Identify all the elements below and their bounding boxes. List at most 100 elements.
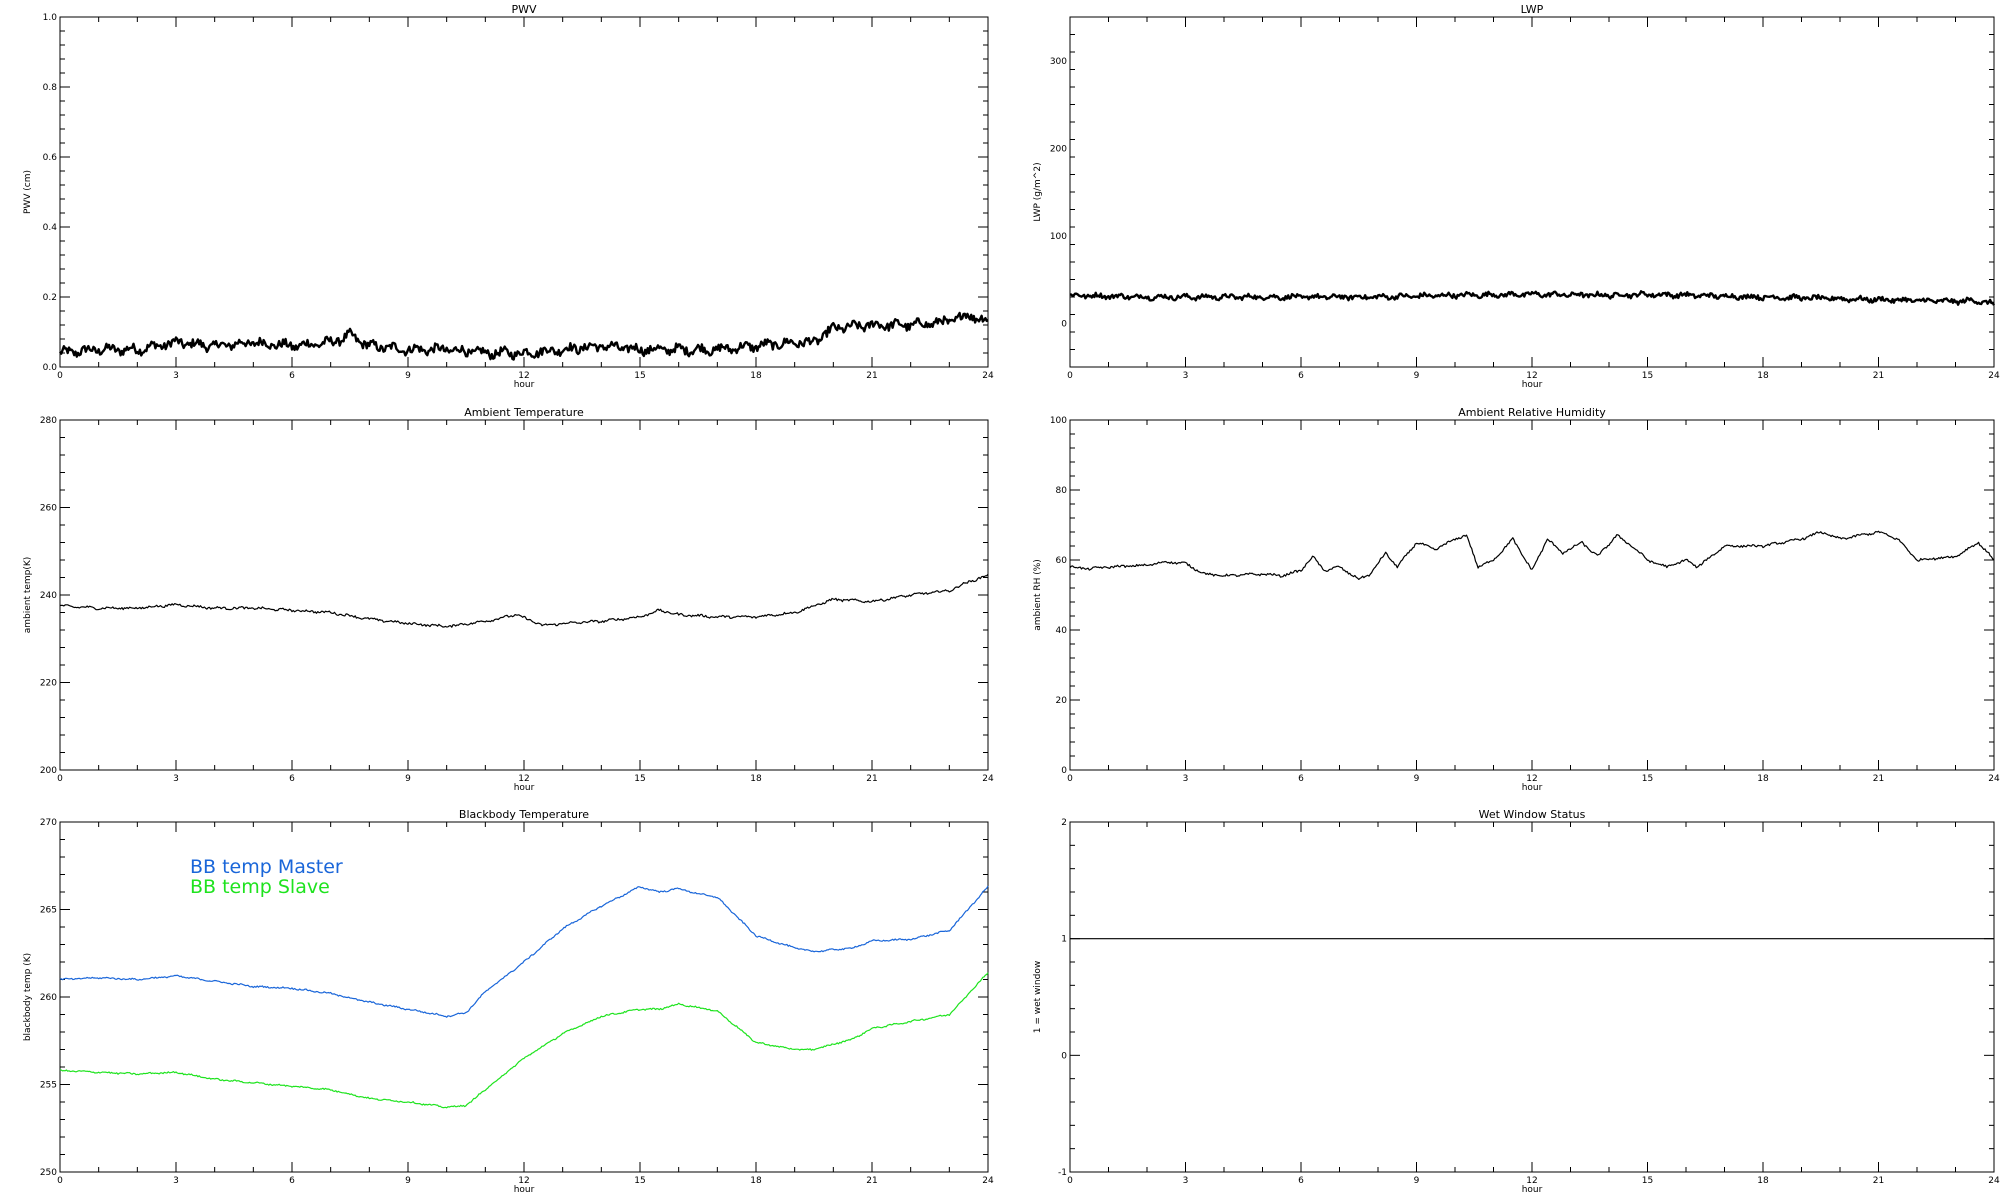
lwp-chart: LWP 0 3 6 9 12 15 18 21 24 hour 0 100 200 300 LWP (g/m^…: [1033, 3, 2000, 390]
lwp-x-tick-label: 15: [1642, 371, 1653, 381]
blackbody-temperature-series-line-bb-temp-master: [59, 885, 989, 1018]
lwp-series-line: [1069, 290, 1996, 306]
wet-window-status-x-tick-label: 21: [1873, 1176, 1884, 1186]
wet-window-status-y-tick-label: 0: [1061, 1051, 1067, 1061]
pwv-y-tick-label: 0.6: [43, 153, 58, 163]
lwp-x-tick-label: 3: [1183, 371, 1189, 381]
lwp-y-tick-label: 200: [1050, 144, 1067, 154]
ambient-relative-humidity-y-tick-label: 20: [1056, 696, 1068, 706]
ambient-temperature-y-tick-label: 200: [40, 766, 57, 776]
lwp-x-tick-label: 9: [1414, 371, 1420, 381]
ambient-temperature-series-line: [59, 573, 989, 628]
pwv-series-line: [59, 311, 989, 361]
ambient-relative-humidity-x-tick-label: 15: [1642, 774, 1653, 784]
wet-window-status-x-tick-label: 18: [1757, 1176, 1769, 1186]
ambient-relative-humidity-y-tick-label: 100: [1050, 416, 1067, 426]
ambient-relative-humidity-y-axis-label: ambient RH (%): [1033, 559, 1043, 631]
pwv-x-tick-label: 24: [982, 371, 994, 381]
ambient-temperature-y-tick-label: 280: [40, 416, 57, 426]
ambient-relative-humidity-chart: Ambient Relative Humidity 0 3 6 9 12 15 18 21 24 h…: [1033, 406, 2000, 793]
blackbody-temperature-x-tick-label: 15: [634, 1176, 645, 1186]
wet-window-status-x-axis-label: hour: [1522, 1185, 1543, 1195]
ambient-relative-humidity-title: Ambient Relative Humidity: [1458, 406, 1606, 419]
pwv-x-tick-label: 18: [750, 371, 762, 381]
wet-window-status-x-tick-label: 24: [1988, 1176, 2000, 1186]
ambient-relative-humidity-y-tick-label: 80: [1056, 486, 1068, 496]
lwp-title: LWP: [1521, 3, 1544, 16]
blackbody-temperature-x-axis-label: hour: [514, 1185, 535, 1195]
wet-window-status-y-tick-label: 2: [1061, 818, 1067, 828]
pwv-y-tick-label: 0.0: [43, 363, 58, 373]
ambient-temperature-x-tick-label: 6: [289, 774, 295, 784]
legend-bb-temp-master: BB temp Master: [190, 856, 343, 878]
ambient-temperature-plot-frame: [59, 419, 989, 771]
wet-window-status-plot-frame: [1069, 821, 1995, 1173]
pwv-y-axis-label: PWV (cm): [23, 170, 33, 214]
legend-bb-temp-slave: BB temp Slave: [190, 876, 330, 898]
pwv-plot-frame: [59, 16, 989, 368]
pwv-y-tick-label: 0.4: [43, 223, 58, 233]
ambient-temperature-x-tick-label: 3: [173, 774, 179, 784]
pwv-x-tick-label: 9: [405, 371, 411, 381]
wet-window-status-x-tick-label: 0: [1067, 1176, 1073, 1186]
ambient-relative-humidity-x-tick-label: 18: [1757, 774, 1769, 784]
pwv-x-tick-label: 0: [57, 371, 63, 381]
pwv-x-tick-label: 3: [173, 371, 179, 381]
blackbody-temperature-y-tick-label: 255: [40, 1081, 57, 1091]
blackbody-temperature-x-tick-label: 18: [750, 1176, 762, 1186]
pwv-title: PWV: [511, 3, 537, 16]
ambient-temperature-x-tick-label: 18: [750, 774, 762, 784]
wet-window-status-x-tick-label: 9: [1414, 1176, 1420, 1186]
lwp-x-tick-label: 12: [1526, 371, 1537, 381]
ambient-relative-humidity-x-tick-label: 12: [1526, 774, 1537, 784]
blackbody-temperature-x-tick-label: 21: [866, 1176, 877, 1186]
ambient-temperature-x-tick-label: 24: [982, 774, 994, 784]
blackbody-temperature-y-tick-label: 250: [40, 1168, 57, 1178]
lwp-x-tick-label: 24: [1988, 371, 2000, 381]
ambient-temperature-x-tick-label: 21: [866, 774, 877, 784]
wet-window-status-title: Wet Window Status: [1479, 808, 1586, 821]
ambient-relative-humidity-x-tick-label: 21: [1873, 774, 1884, 784]
ambient-relative-humidity-y-tick-label: 60: [1056, 556, 1068, 566]
blackbody-temperature-x-tick-label: 24: [982, 1176, 994, 1186]
pwv-y-tick-label: 0.2: [43, 293, 57, 303]
ambient-relative-humidity-y-tick-label: 0: [1061, 766, 1067, 776]
blackbody-temperature-x-tick-label: 0: [57, 1176, 63, 1186]
ambient-temperature-x-axis-label: hour: [514, 783, 535, 793]
pwv-x-tick-label: 6: [289, 371, 295, 381]
ambient-relative-humidity-plot-frame: [1069, 419, 1995, 771]
ambient-relative-humidity-x-tick-label: 3: [1183, 774, 1189, 784]
lwp-x-tick-label: 6: [1298, 371, 1304, 381]
ambient-relative-humidity-x-tick-label: 9: [1414, 774, 1420, 784]
ambient-temperature-x-tick-label: 15: [634, 774, 645, 784]
lwp-y-axis-label: LWP (g/m^2): [1033, 162, 1043, 221]
pwv-y-tick-label: 0.8: [43, 83, 58, 93]
pwv-x-tick-label: 15: [634, 371, 645, 381]
ambient-temperature-y-axis-label: ambient temp(K): [23, 557, 33, 634]
blackbody-temperature-y-tick-label: 260: [40, 993, 57, 1003]
lwp-y-tick-label: 300: [1050, 57, 1067, 67]
ambient-temperature-y-tick-label: 240: [40, 591, 57, 601]
ambient-relative-humidity-x-tick-label: 0: [1067, 774, 1073, 784]
pwv-y-tick-label: 1.0: [43, 13, 58, 23]
wet-window-status-x-tick-label: 12: [1526, 1176, 1537, 1186]
wet-window-status-x-tick-label: 3: [1183, 1176, 1189, 1186]
blackbody-temperature-y-axis-label: blackbody temp (K): [23, 953, 33, 1041]
ambient-temperature-y-tick-label: 220: [40, 679, 57, 689]
ambient-temperature-chart: Ambient Temperature 0 3 6 9 12 15 18 21 24 hour 200…: [23, 406, 994, 793]
lwp-x-tick-label: 21: [1873, 371, 1884, 381]
pwv-chart: PWV 0 3 6 9 12 15 18 21 24 hour 0.0 0.2 0.4 0.6 0.8 1.0 P…: [23, 3, 994, 390]
ambient-relative-humidity-y-tick-label: 40: [1056, 626, 1068, 636]
wet-window-status-y-axis-label: 1 = wet window: [1033, 961, 1043, 1033]
wet-window-status-y-tick-label: -1: [1058, 1168, 1067, 1178]
pwv-x-tick-label: 21: [866, 371, 877, 381]
ambient-temperature-x-tick-label: 9: [405, 774, 411, 784]
blackbody-temperature-chart: Blackbody Temperature 0 3 6 9 12 15 18 21 24 hour 2…: [23, 808, 994, 1195]
blackbody-temperature-series-line-bb-temp-slave: [59, 972, 989, 1109]
blackbody-temperature-title: Blackbody Temperature: [459, 808, 589, 821]
lwp-x-tick-label: 18: [1757, 371, 1769, 381]
blackbody-temperature-y-tick-label: 265: [40, 906, 57, 916]
